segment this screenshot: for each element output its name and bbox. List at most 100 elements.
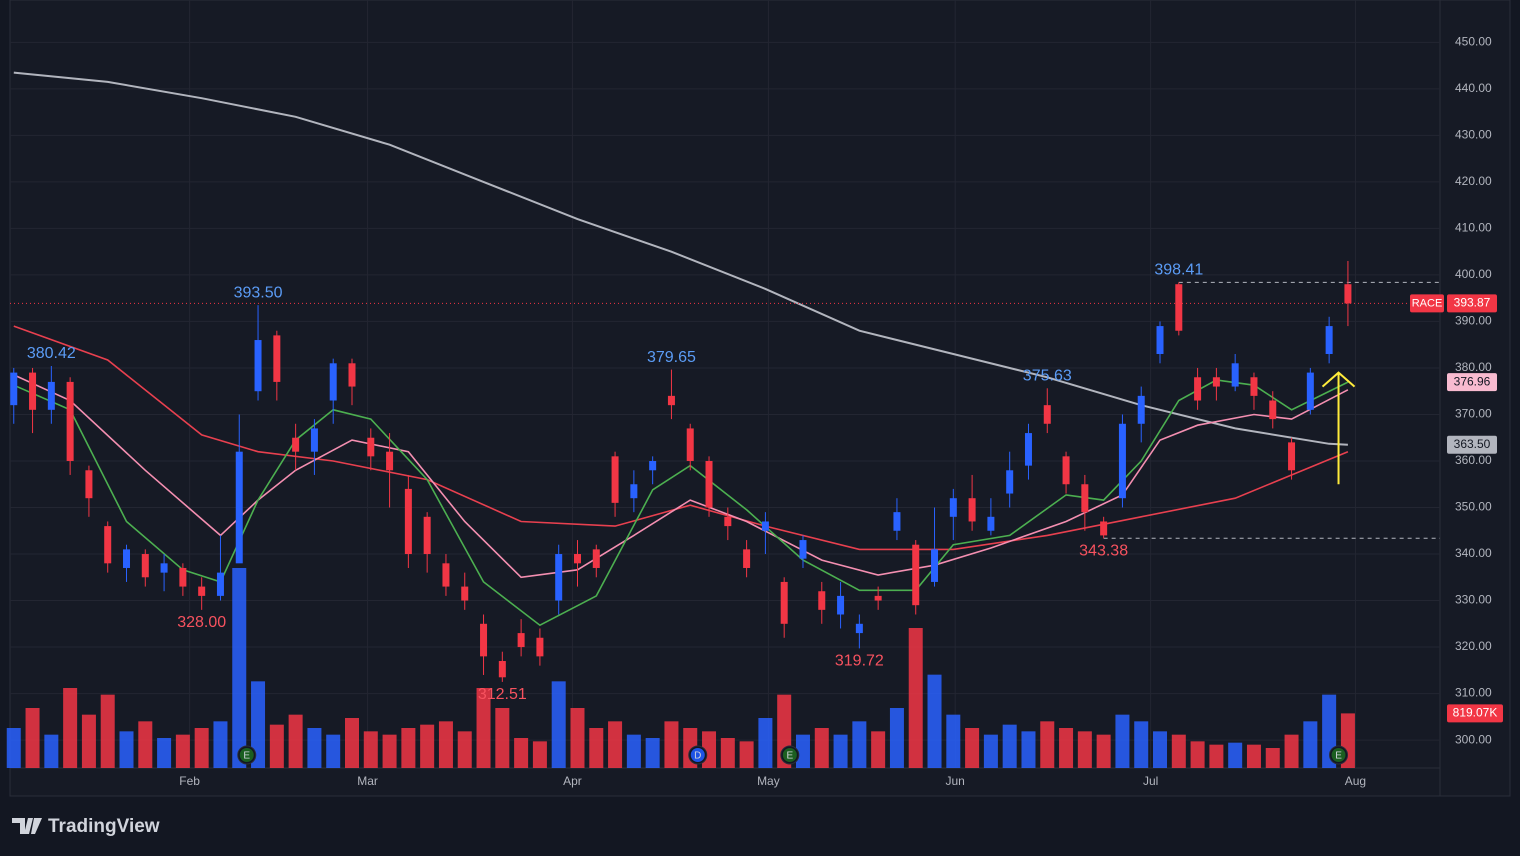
x-tick-label: Feb: [179, 774, 200, 788]
candle-body: [931, 549, 939, 582]
volume-bar: [1115, 714, 1130, 768]
candle-body: [1306, 372, 1314, 410]
volume-bar: [589, 728, 604, 768]
y-tick-label: 410.00: [1455, 221, 1492, 235]
candle-body: [1212, 377, 1220, 387]
low-label: 343.38: [1079, 543, 1128, 560]
volume-bar: [645, 738, 660, 768]
volume-bar: [213, 721, 228, 768]
y-tick-label: 320.00: [1455, 639, 1492, 653]
candle-body: [1250, 377, 1258, 396]
volume-bar: [476, 688, 491, 768]
volume-bar: [664, 721, 679, 768]
volume-bar: [401, 728, 416, 768]
price-tag-text: 363.50: [1454, 437, 1491, 451]
volume-bar: [983, 734, 998, 768]
candle-body: [1344, 284, 1352, 304]
candle-body: [10, 372, 18, 406]
volume-bar: [814, 728, 829, 768]
volume-bar: [438, 721, 453, 768]
volume-bar: [1096, 734, 1111, 768]
volume-bar: [344, 718, 359, 768]
y-tick-label: 440.00: [1455, 81, 1492, 95]
volume-bar: [44, 734, 59, 768]
candle-body: [292, 437, 300, 452]
volume-bar: [514, 738, 529, 768]
volume-bar: [81, 714, 96, 768]
candle-body: [555, 554, 563, 601]
y-tick-label: 450.00: [1455, 35, 1492, 49]
candle-body: [1024, 433, 1032, 466]
volume-bar: [889, 708, 904, 768]
candle-body: [987, 516, 995, 531]
candle-body: [1043, 405, 1051, 424]
event-marker-label: E: [786, 751, 793, 762]
moving-average-line: [13, 325, 1349, 551]
volume-bar: [382, 734, 397, 768]
candle-body: [818, 591, 826, 610]
event-marker-inner: [239, 748, 254, 762]
candle-body: [780, 581, 788, 624]
y-tick-label: 370.00: [1455, 407, 1492, 421]
high-label: 379.65: [647, 349, 696, 366]
x-tick-label: Jun: [946, 774, 965, 788]
low-label: 328.00: [177, 614, 226, 631]
volume-bar: [532, 741, 547, 768]
candle-body: [29, 372, 37, 410]
volume-bar: [307, 728, 322, 768]
y-tick-label: 360.00: [1455, 453, 1492, 467]
candle-body: [216, 572, 224, 596]
volume-tag-text: 819.07K: [1453, 706, 1498, 720]
candle-body: [1156, 326, 1164, 354]
volume-bar: [570, 708, 585, 768]
volume-bar: [1303, 721, 1318, 768]
volume-bar: [194, 728, 209, 768]
x-tick-label: Apr: [563, 774, 582, 788]
volume-bar: [758, 718, 773, 768]
price-tag: [1447, 373, 1497, 392]
y-tick-label: 350.00: [1455, 500, 1492, 514]
price-tag-text: 376.96: [1454, 374, 1491, 388]
candle-body: [949, 498, 957, 517]
volume-bar: [852, 721, 867, 768]
plot-area: [6, 0, 1440, 768]
volume-bar: [871, 731, 886, 768]
volume-bar: [739, 741, 754, 768]
chart-frame: [9, 0, 1511, 797]
candle-body: [1062, 456, 1070, 485]
candle-body: [329, 363, 337, 401]
tradingview-logo: TradingView: [12, 816, 160, 837]
volume-bar: [251, 681, 266, 768]
candle-body: [799, 540, 807, 559]
x-tick-label: May: [757, 774, 780, 788]
candle-body: [1100, 521, 1108, 536]
volume-bar: [495, 708, 510, 768]
candle-body: [442, 563, 450, 587]
candle-body: [66, 381, 74, 461]
volume-bar: [457, 731, 472, 768]
volume-bar: [965, 728, 980, 768]
candle-body: [912, 544, 920, 606]
candle-body: [386, 451, 394, 471]
candle-body: [611, 456, 619, 503]
candle-body: [404, 488, 412, 555]
volume-bar: [175, 734, 190, 768]
y-tick-label: 340.00: [1455, 546, 1492, 560]
y-tick-label: 310.00: [1455, 686, 1492, 700]
arrow-head: [1321, 371, 1356, 388]
candle-body: [480, 623, 488, 657]
volume-bar: [6, 728, 21, 768]
candle-body: [348, 363, 356, 387]
event-marker-inner: [1331, 748, 1346, 762]
last-price-tag: [1447, 294, 1497, 313]
event-marker-inner: [690, 748, 705, 762]
candle-body: [874, 595, 882, 601]
logo-icon: [12, 818, 42, 834]
candle-body: [235, 451, 243, 564]
volume-bar: [833, 734, 848, 768]
event-marker-label: E: [1335, 751, 1342, 762]
volume-bar: [119, 731, 134, 768]
candle-body: [254, 340, 262, 392]
price-tag: [1447, 435, 1497, 454]
x-tick-label: Jul: [1143, 774, 1158, 788]
